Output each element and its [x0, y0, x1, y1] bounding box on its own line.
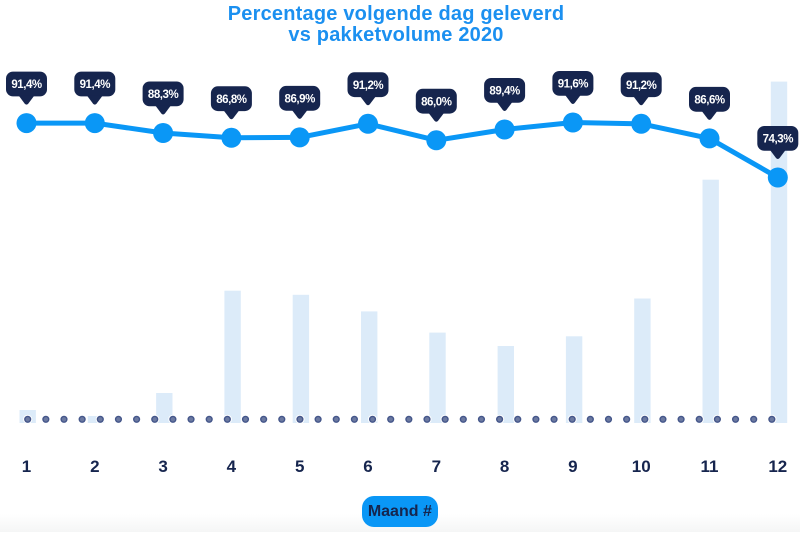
svg-text:91,4%: 91,4% — [11, 79, 42, 91]
svg-text:12: 12 — [768, 457, 787, 476]
svg-text:86,0%: 86,0% — [421, 96, 452, 108]
svg-text:91,2%: 91,2% — [353, 80, 384, 92]
svg-text:4: 4 — [227, 457, 237, 476]
svg-text:91,4%: 91,4% — [80, 79, 111, 91]
svg-text:91,6%: 91,6% — [558, 79, 589, 91]
svg-text:3: 3 — [158, 457, 167, 476]
svg-text:5: 5 — [295, 457, 304, 476]
svg-text:10: 10 — [632, 457, 651, 476]
svg-text:9: 9 — [568, 457, 577, 476]
svg-text:86,8%: 86,8% — [216, 94, 247, 106]
svg-text:8: 8 — [500, 457, 509, 476]
svg-text:6: 6 — [363, 457, 372, 476]
svg-text:11: 11 — [701, 457, 719, 476]
svg-text:86,9%: 86,9% — [285, 94, 316, 106]
svg-text:89,4%: 89,4% — [489, 86, 520, 98]
svg-text:88,3%: 88,3% — [148, 89, 179, 101]
svg-text:86,6%: 86,6% — [694, 95, 725, 107]
svg-text:2: 2 — [90, 457, 99, 476]
svg-text:1: 1 — [22, 457, 31, 476]
svg-text:91,2%: 91,2% — [626, 80, 657, 92]
svg-text:74,3%: 74,3% — [763, 134, 794, 146]
svg-text:7: 7 — [432, 457, 441, 476]
